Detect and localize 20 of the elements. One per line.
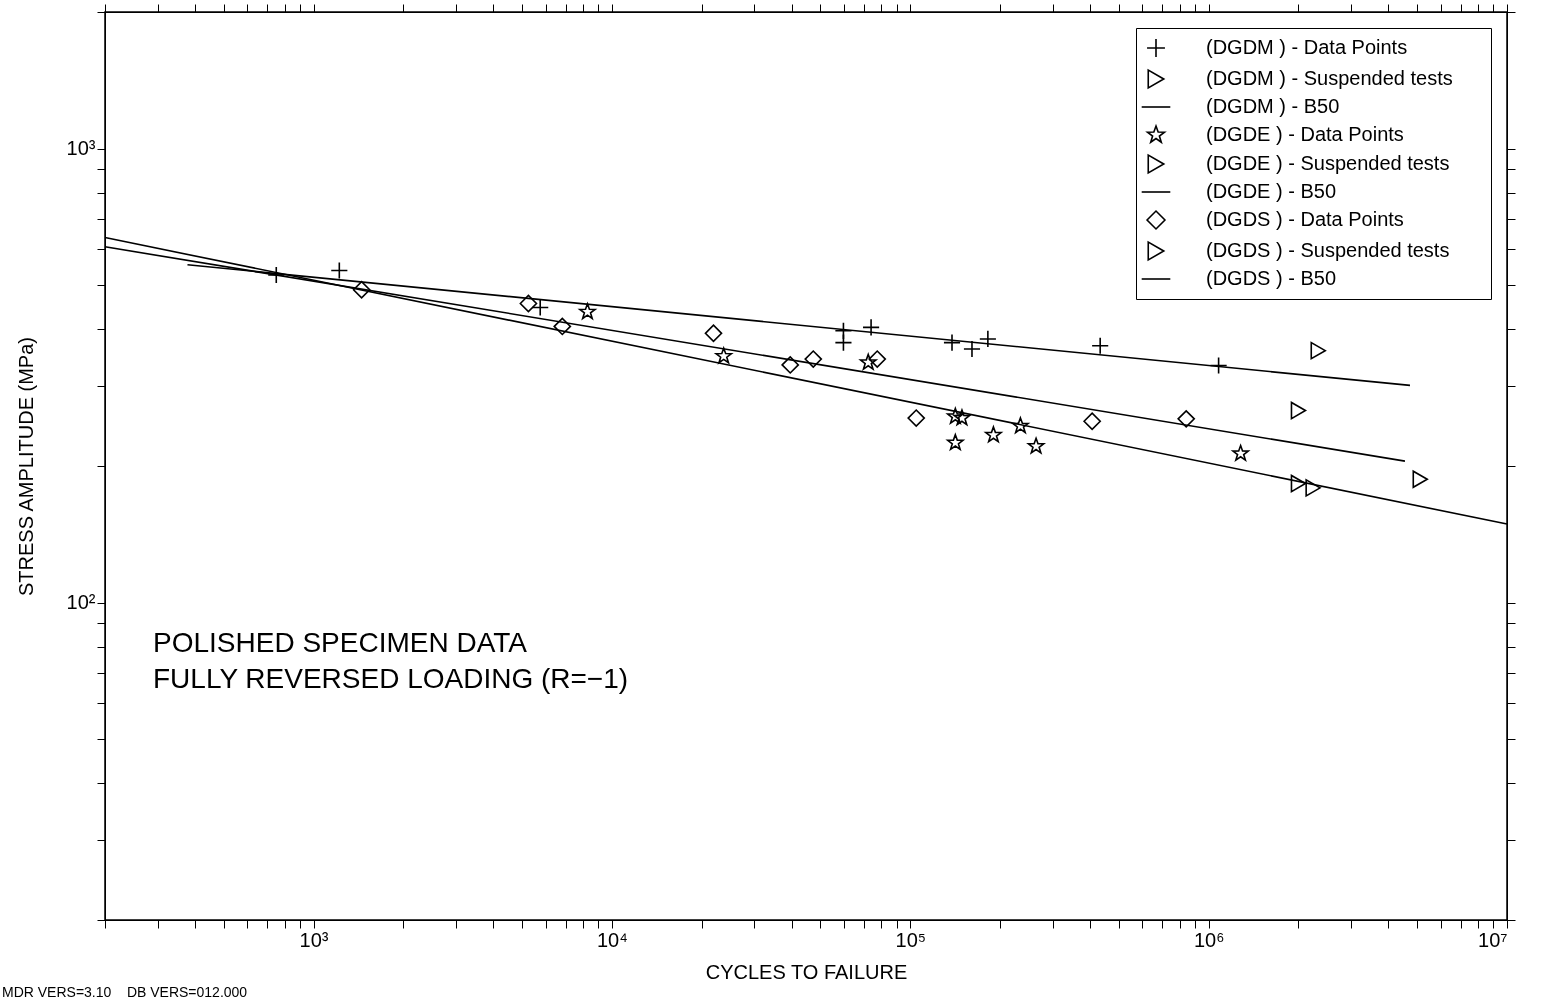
x-tick-label: 10⁶	[1193, 928, 1225, 951]
legend-label: (DGDS ) - Data Points	[1206, 208, 1404, 230]
x-tick-label: 10⁵	[895, 928, 927, 951]
x-tick-label: 10³	[299, 928, 329, 951]
x-tick-label: 10⁴	[596, 928, 628, 951]
legend-label: (DGDM ) - Suspended tests	[1206, 67, 1453, 89]
legend-label: (DGDM ) - Data Points	[1206, 36, 1408, 58]
legend-label: (DGDE ) - B50	[1206, 180, 1337, 202]
y-axis-title: STRESS AMPLITUDE (MPa)	[14, 337, 37, 596]
y-tick-label: 10²	[66, 591, 96, 614]
legend-label: (DGDS ) - B50	[1206, 267, 1337, 289]
x-axis-title: CYCLES TO FAILURE	[705, 960, 908, 983]
annotation: FULLY REVERSED LOADING (R=−1)	[153, 663, 629, 694]
legend-label: (DGDE ) - Data Points	[1206, 123, 1404, 145]
legend-label: (DGDM ) - B50	[1206, 95, 1340, 117]
x-tick-label: 10⁷	[1478, 928, 1508, 951]
annotation: POLISHED SPECIMEN DATA	[153, 627, 528, 658]
legend-label: (DGDE ) - Suspended tests	[1206, 152, 1450, 174]
text: MDR VERS=3.10 DB VERS=012.000	[2, 984, 248, 1000]
legend-label: (DGDS ) - Suspended tests	[1206, 239, 1450, 261]
